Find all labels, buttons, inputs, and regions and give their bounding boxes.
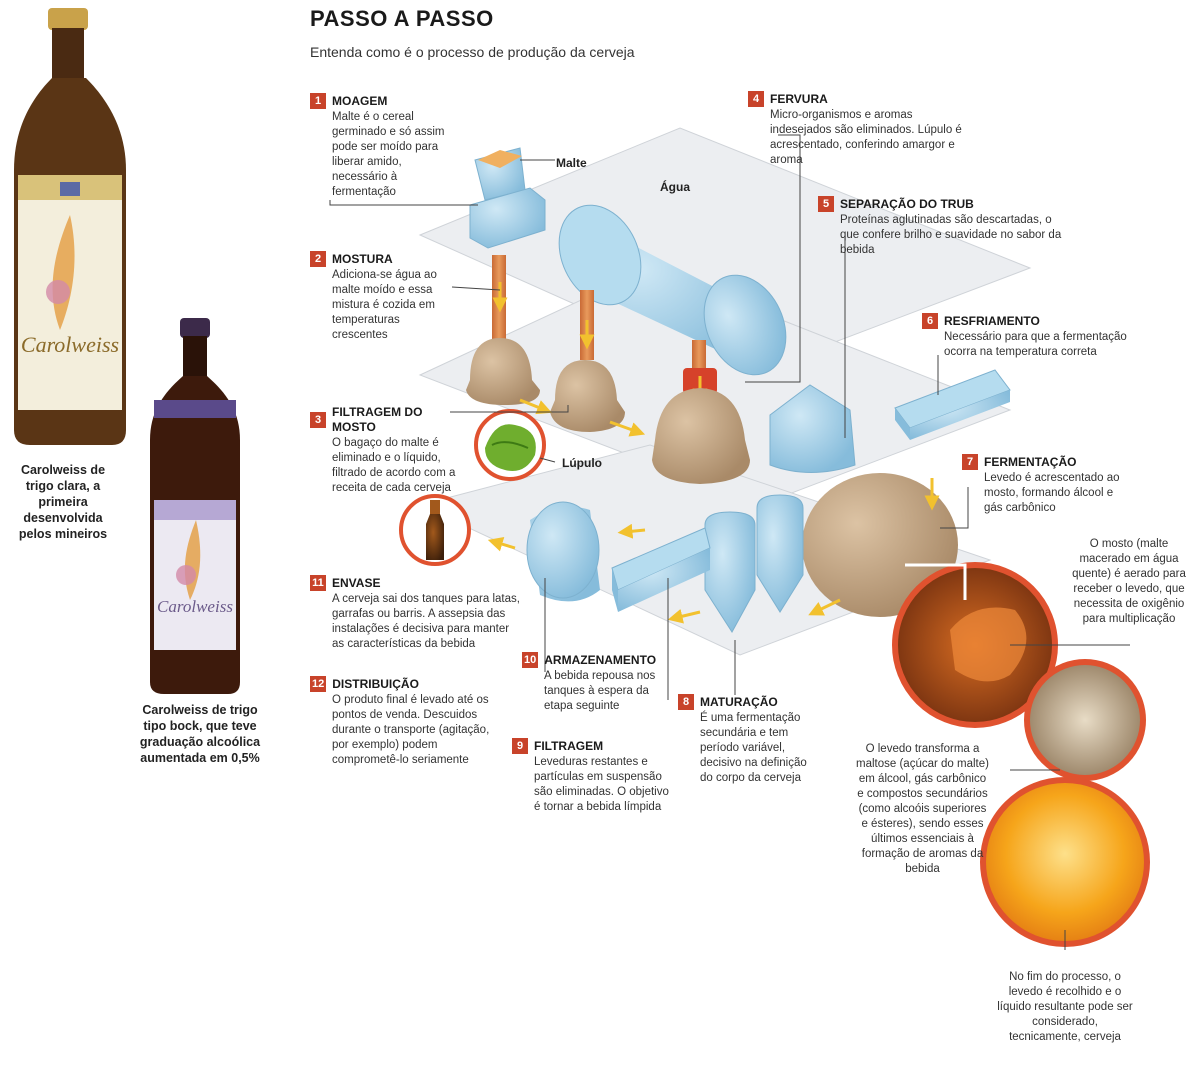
step-title: SEPARAÇÃO DO TRUB bbox=[840, 196, 974, 211]
bottle-clara-caption: Carolweiss de trigo clara, a primeira de… bbox=[18, 463, 108, 541]
step-number: 4 bbox=[748, 91, 764, 107]
step-11: 11 ENVASE A cerveja sai dos tanques para … bbox=[310, 575, 520, 652]
label-malte: Malte bbox=[556, 156, 587, 170]
brown-tanks bbox=[466, 338, 750, 484]
bottle-clara-label: Carolweiss bbox=[21, 332, 119, 357]
step-number: 3 bbox=[310, 412, 326, 428]
step-text: Leveduras restantes e partículas em susp… bbox=[534, 756, 669, 813]
step-text: Proteínas aglutinadas são descartadas, o… bbox=[840, 214, 1062, 256]
step-text: O produto final é levado até os pontos d… bbox=[332, 694, 490, 766]
hops-icon bbox=[474, 409, 546, 481]
step-title: FILTRAGEM DO MOSTO bbox=[332, 405, 423, 434]
step-1: 1 MOAGEM Malte é o cereal germinado e só … bbox=[310, 93, 445, 200]
step-title: FERMENTAÇÃO bbox=[984, 454, 1077, 469]
step-text: É uma fermentação secundária e tem perío… bbox=[700, 712, 807, 784]
step-text: Malte é o cereal germinado e só assim po… bbox=[332, 111, 445, 198]
pipes bbox=[492, 255, 717, 404]
bottle-bock-label: Carolweiss bbox=[157, 597, 233, 616]
step-3: 3 FILTRAGEM DO MOSTO O bagaço do malte é … bbox=[310, 405, 458, 496]
maturation-tanks bbox=[704, 494, 841, 633]
bottle-bock-caption: Carolweiss de trigo tipo bock, que teve … bbox=[139, 703, 261, 765]
step-number: 11 bbox=[310, 575, 326, 591]
step-10: 10 ARMAZENAMENTO A bebida repousa nos tan… bbox=[522, 652, 672, 714]
step-text: Micro-organismos e aromas indesejados sã… bbox=[770, 109, 962, 166]
fermenter-tank-icon bbox=[802, 473, 958, 617]
beer-bottle-icon bbox=[399, 494, 471, 566]
whirlpool-tank-icon bbox=[769, 384, 856, 473]
step-number: 10 bbox=[522, 652, 539, 668]
storage-tank-icon bbox=[487, 501, 600, 602]
step-number: 1 bbox=[310, 93, 326, 109]
page-title: PASSO A PASSO bbox=[310, 6, 494, 31]
bottle-clara-image: Carolweiss bbox=[14, 8, 126, 445]
note-fim: No fim do processo, o levedo é recolhido… bbox=[997, 971, 1133, 1043]
step-number: 9 bbox=[512, 738, 528, 754]
step-7: 7 FERMENTAÇÃO Levedo é acrescentado ao mo… bbox=[962, 454, 1122, 516]
step-6: 6 RESFRIAMENTO Necessário para que a ferm… bbox=[922, 313, 1127, 360]
cooler-icon bbox=[894, 369, 1011, 440]
step-title: ENVASE bbox=[332, 575, 381, 590]
bottle-bock-image: Carolweiss bbox=[150, 318, 240, 694]
step-title: MOSTURA bbox=[332, 251, 393, 266]
step-9: 9 FILTRAGEM Leveduras restantes e partícu… bbox=[512, 738, 672, 815]
filter-press-icon bbox=[611, 523, 711, 624]
step-5: 5 SEPARAÇÃO DO TRUB Proteínas aglutinadas… bbox=[818, 196, 1073, 258]
step-number: 7 bbox=[962, 454, 978, 470]
step-title: FILTRAGEM bbox=[534, 738, 604, 753]
step-4: 4 FERVURA Micro-organismos e aromas indes… bbox=[748, 91, 973, 168]
label-agua: Água bbox=[660, 180, 690, 194]
step-8: 8 MATURAÇÃO É uma fermentação secundária … bbox=[678, 694, 818, 786]
page-subtitle: Entenda como é o processo de produção da… bbox=[310, 44, 635, 60]
mill-icon bbox=[469, 147, 555, 249]
step-text: A bebida repousa nos tanques à espera da… bbox=[544, 670, 656, 712]
step-number: 2 bbox=[310, 251, 326, 267]
step-text: A cerveja sai dos tanques para latas, ga… bbox=[332, 593, 520, 650]
step-title: RESFRIAMENTO bbox=[944, 313, 1040, 328]
step-2: 2 MOSTURA Adiciona-se água ao malte moído… bbox=[310, 251, 455, 343]
step-text: Necessário para que a fermentação ocorra… bbox=[944, 331, 1127, 358]
leader-lines bbox=[329, 134, 1130, 950]
step-number: 8 bbox=[678, 694, 694, 710]
step-title: MATURAÇÃO bbox=[700, 694, 778, 709]
step-number: 5 bbox=[818, 196, 834, 212]
step-title: FERVURA bbox=[770, 91, 828, 106]
step-text: Levedo é acrescentado ao mosto, formando… bbox=[984, 472, 1120, 514]
label-lupulo: Lúpulo bbox=[562, 456, 602, 470]
step-title: ARMAZENAMENTO bbox=[544, 652, 657, 667]
note-levedo: O levedo transforma a maltose (açúcar do… bbox=[856, 743, 989, 875]
step-number: 12 bbox=[310, 676, 327, 692]
step-title: DISTRIBUIÇÃO bbox=[332, 676, 419, 691]
step-title: MOAGEM bbox=[332, 93, 388, 108]
microscope-images bbox=[892, 562, 1150, 947]
water-tank-icon bbox=[558, 204, 787, 376]
note-mosto: O mosto (malte macerado em água quente) … bbox=[1072, 538, 1186, 625]
step-12: 12 DISTRIBUIÇÃO O produto final é levado … bbox=[310, 676, 500, 768]
step-text: Adiciona-se água ao malte moído e essa m… bbox=[332, 269, 437, 341]
step-text: O bagaço do malte é eliminado e o líquid… bbox=[332, 437, 456, 494]
step-number: 6 bbox=[922, 313, 938, 329]
